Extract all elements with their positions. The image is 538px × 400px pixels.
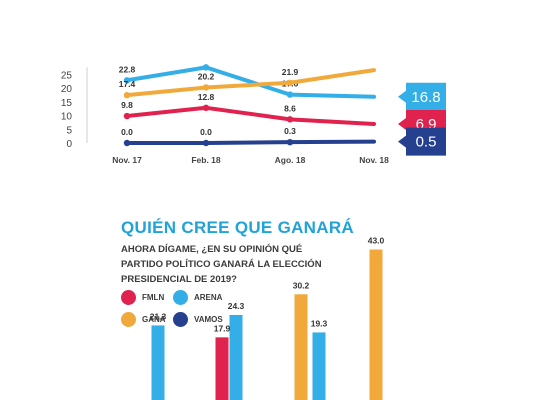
series-line-gana <box>125 68 376 98</box>
legend-swatch-arena <box>173 290 188 305</box>
series-point-arena <box>123 77 131 84</box>
bar-value-label-arena-2: 19.3 <box>311 318 328 328</box>
series-line-arena <box>125 65 376 99</box>
bar-arena-ago-18 <box>312 332 326 400</box>
end-badge-shape-vamos <box>398 127 446 156</box>
y-tick-label-25: 25 <box>61 70 73 81</box>
data-label-vamos: 0.0 <box>121 127 133 137</box>
y-tick-label-10: 10 <box>61 112 73 123</box>
y-tick-label-20: 20 <box>61 84 73 95</box>
series-point-gana <box>202 84 210 91</box>
end-badge-vamos: 0.5 <box>398 127 446 156</box>
end-badge-arena: 16.8 <box>398 82 446 111</box>
data-label-vamos: 0.0 <box>200 127 212 137</box>
data-label-fmln: 12.8 <box>198 92 215 102</box>
x-tick-label-nov-17: Nov. 17 <box>112 155 142 165</box>
legend-item-vamos: VAMOS <box>173 312 223 327</box>
series-point-arena <box>202 64 210 71</box>
series-point-fmln <box>123 112 131 120</box>
end-badge-label-vamos: 0.5 <box>416 134 437 151</box>
bar-arena-feb-18 <box>229 314 243 400</box>
legend-swatch-vamos <box>173 312 188 327</box>
section-title: QUIÉN CREE QUE GANARÁ <box>121 218 354 237</box>
y-tick-label-15: 15 <box>61 98 73 109</box>
x-tick-label-nov-18: Nov. 18 <box>359 155 389 165</box>
data-label-fmln: 8.6 <box>284 103 296 113</box>
legend-item-gana: GANA <box>121 312 166 327</box>
line-chart: 0 5 10 15 20 25 Nov. 17 Feb. 18 Ago. 18 Nov. 18 22… <box>61 64 446 165</box>
legend-label-vamos: VAMOS <box>194 315 223 324</box>
x-tick-label-ago-18: Ago. 18 <box>275 155 306 165</box>
end-badge-shape-arena <box>398 82 446 111</box>
legend-item-arena: ARENA <box>173 290 222 305</box>
series-point-gana <box>286 79 294 86</box>
bar-value-label-arena-1: 24.3 <box>228 301 245 311</box>
data-label-vamos: 0.3 <box>284 126 296 136</box>
data-label-fmln: 9.8 <box>121 100 133 110</box>
legend-label-arena: ARENA <box>194 293 223 302</box>
series-point-arena <box>286 91 294 98</box>
survey-question: AHORA DÍGAME, ¿EN SU OPINIÓN QUÉ PARTIDO… <box>121 244 322 285</box>
bar-gana-ago-18 <box>294 294 308 400</box>
series-point-vamos <box>286 138 294 146</box>
series-point-vamos <box>202 139 210 147</box>
legend-item-fmln: FMLN <box>121 290 164 305</box>
legend-swatch-gana <box>121 312 136 327</box>
y-tick-label-5: 5 <box>66 125 72 136</box>
data-label-gana: 20.2 <box>198 71 215 81</box>
series-point-vamos <box>123 139 131 147</box>
bar-value-label-gana-3: 43.0 <box>368 236 385 246</box>
data-label-gana: 17.4 <box>119 79 136 89</box>
bar-gana-nov-18 <box>369 249 383 400</box>
x-tick-label-feb-18: Feb. 18 <box>191 155 221 165</box>
data-label-gana: 21.9 <box>282 67 299 77</box>
y-tick-label-0: 0 <box>66 139 72 150</box>
series-point-fmln <box>202 104 210 112</box>
legend-swatch-fmln <box>121 290 136 305</box>
end-badge-label-arena: 16.8 <box>411 89 440 106</box>
data-label-arena: 22.8 <box>119 64 136 74</box>
bar-fmln-feb-18 <box>215 337 229 400</box>
series-line-vamos <box>125 139 376 145</box>
legend-label-gana: GANA <box>142 315 166 324</box>
series-line-fmln <box>125 105 376 127</box>
legend-label-fmln: FMLN <box>142 293 165 302</box>
series-point-gana <box>123 91 131 99</box>
series-point-fmln <box>286 116 294 123</box>
bar-arena-nov-17 <box>151 325 165 400</box>
